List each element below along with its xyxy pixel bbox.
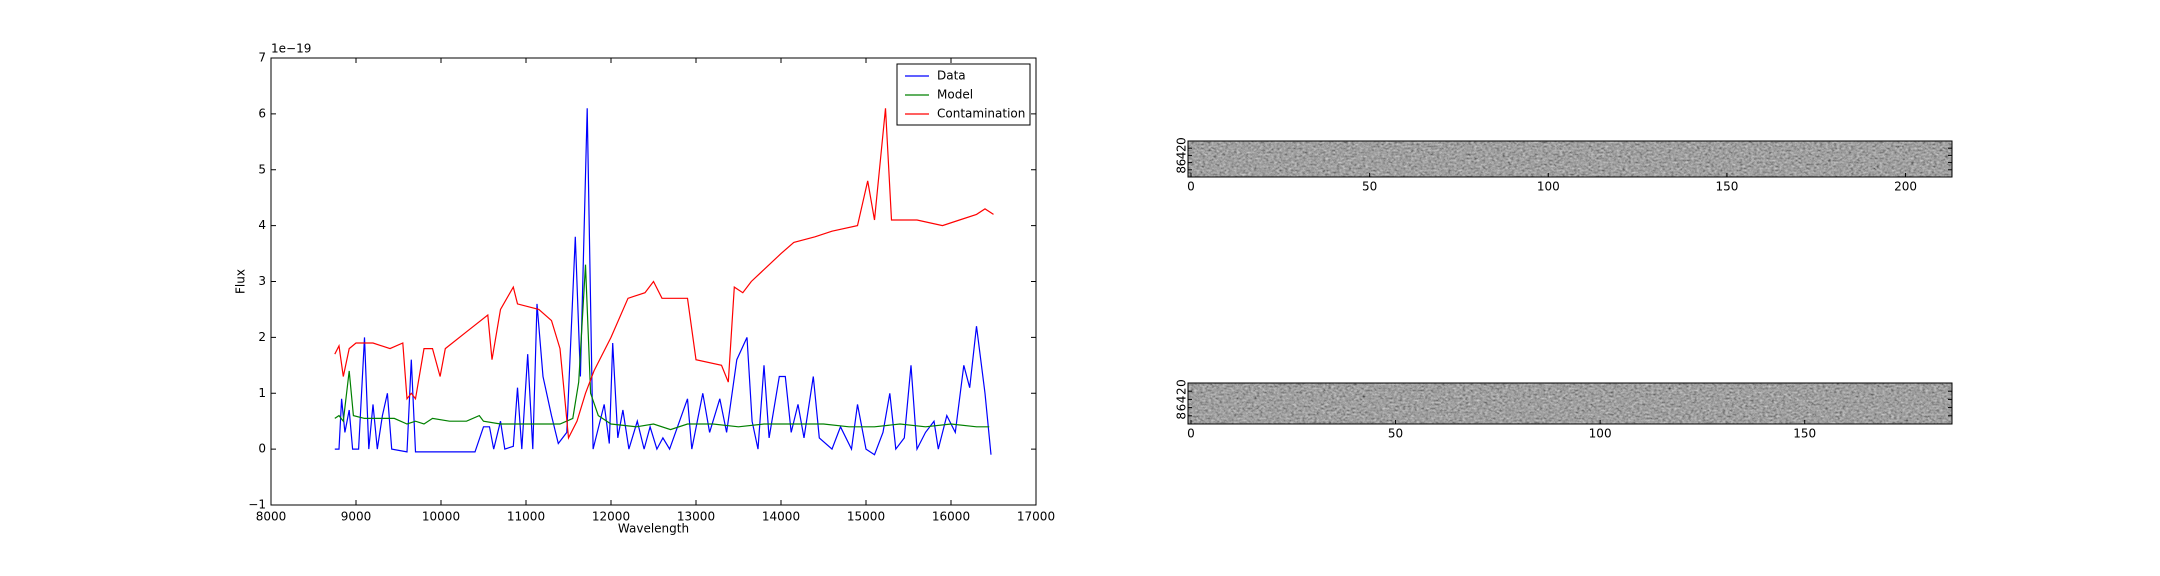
y-tick-label: 0	[1175, 137, 1189, 145]
x-tick-label: 0	[1187, 427, 1195, 441]
y-tick-label: 2	[1175, 387, 1189, 395]
x-tick-label: 0	[1187, 180, 1195, 194]
y-tick-label: 8	[1175, 166, 1189, 174]
y-tick-label: 4	[1175, 396, 1189, 404]
legend-label: Data	[937, 69, 966, 83]
series-line	[334, 108, 994, 441]
x-axis-label: Wavelength	[618, 522, 689, 536]
y-tick-label: 1	[258, 386, 266, 400]
x-tick-label: 15000	[847, 510, 885, 524]
y-tick-label: 6	[1175, 159, 1189, 167]
y-tick-label: 2	[258, 330, 266, 344]
image-noise	[1188, 141, 1952, 177]
x-tick-label: 14000	[762, 510, 800, 524]
y-tick-label: 6	[1175, 404, 1189, 412]
x-tick-label: 16000	[932, 510, 970, 524]
x-tick-label: 11000	[507, 510, 545, 524]
x-tick-label: 50	[1362, 180, 1377, 194]
x-tick-label: 150	[1793, 427, 1816, 441]
y-tick-label: −1	[248, 498, 266, 512]
y-tick-label: 6	[258, 106, 266, 120]
y-offset-label: 1e−19	[271, 42, 311, 56]
y-tick-label: 0	[1175, 379, 1189, 387]
legend-label: Contamination	[937, 107, 1025, 121]
x-tick-label: 8000	[256, 510, 287, 524]
y-tick-label: 0	[258, 442, 266, 456]
y-tick-label: 7	[258, 51, 266, 65]
x-tick-label: 100	[1537, 180, 1560, 194]
series-line	[334, 108, 992, 456]
y-tick-label: 3	[258, 274, 266, 288]
x-tick-label: 100	[1589, 427, 1612, 441]
x-tick-label: 17000	[1017, 510, 1055, 524]
x-tick-label: 13000	[677, 510, 715, 524]
axes-frame	[1187, 140, 1953, 178]
series-line	[334, 264, 990, 431]
x-tick-label: 200	[1894, 180, 1917, 194]
x-tick-label: 50	[1388, 427, 1403, 441]
image-noise	[1188, 383, 1952, 424]
x-tick-label: 10000	[422, 510, 460, 524]
y-tick-label: 4	[258, 218, 266, 232]
y-tick-label: 2	[1175, 144, 1189, 152]
y-tick-label: 8	[1175, 412, 1189, 420]
x-tick-label: 150	[1715, 180, 1738, 194]
axes-frame	[1187, 382, 1953, 425]
y-tick-label: 5	[258, 162, 266, 176]
y-tick-label: 4	[1175, 152, 1189, 160]
x-tick-label: 9000	[341, 510, 372, 524]
legend-box	[896, 63, 1031, 126]
y-axis-label: Flux	[234, 269, 248, 294]
x-tick-label: 12000	[592, 510, 630, 524]
legend-label: Model	[937, 88, 973, 102]
